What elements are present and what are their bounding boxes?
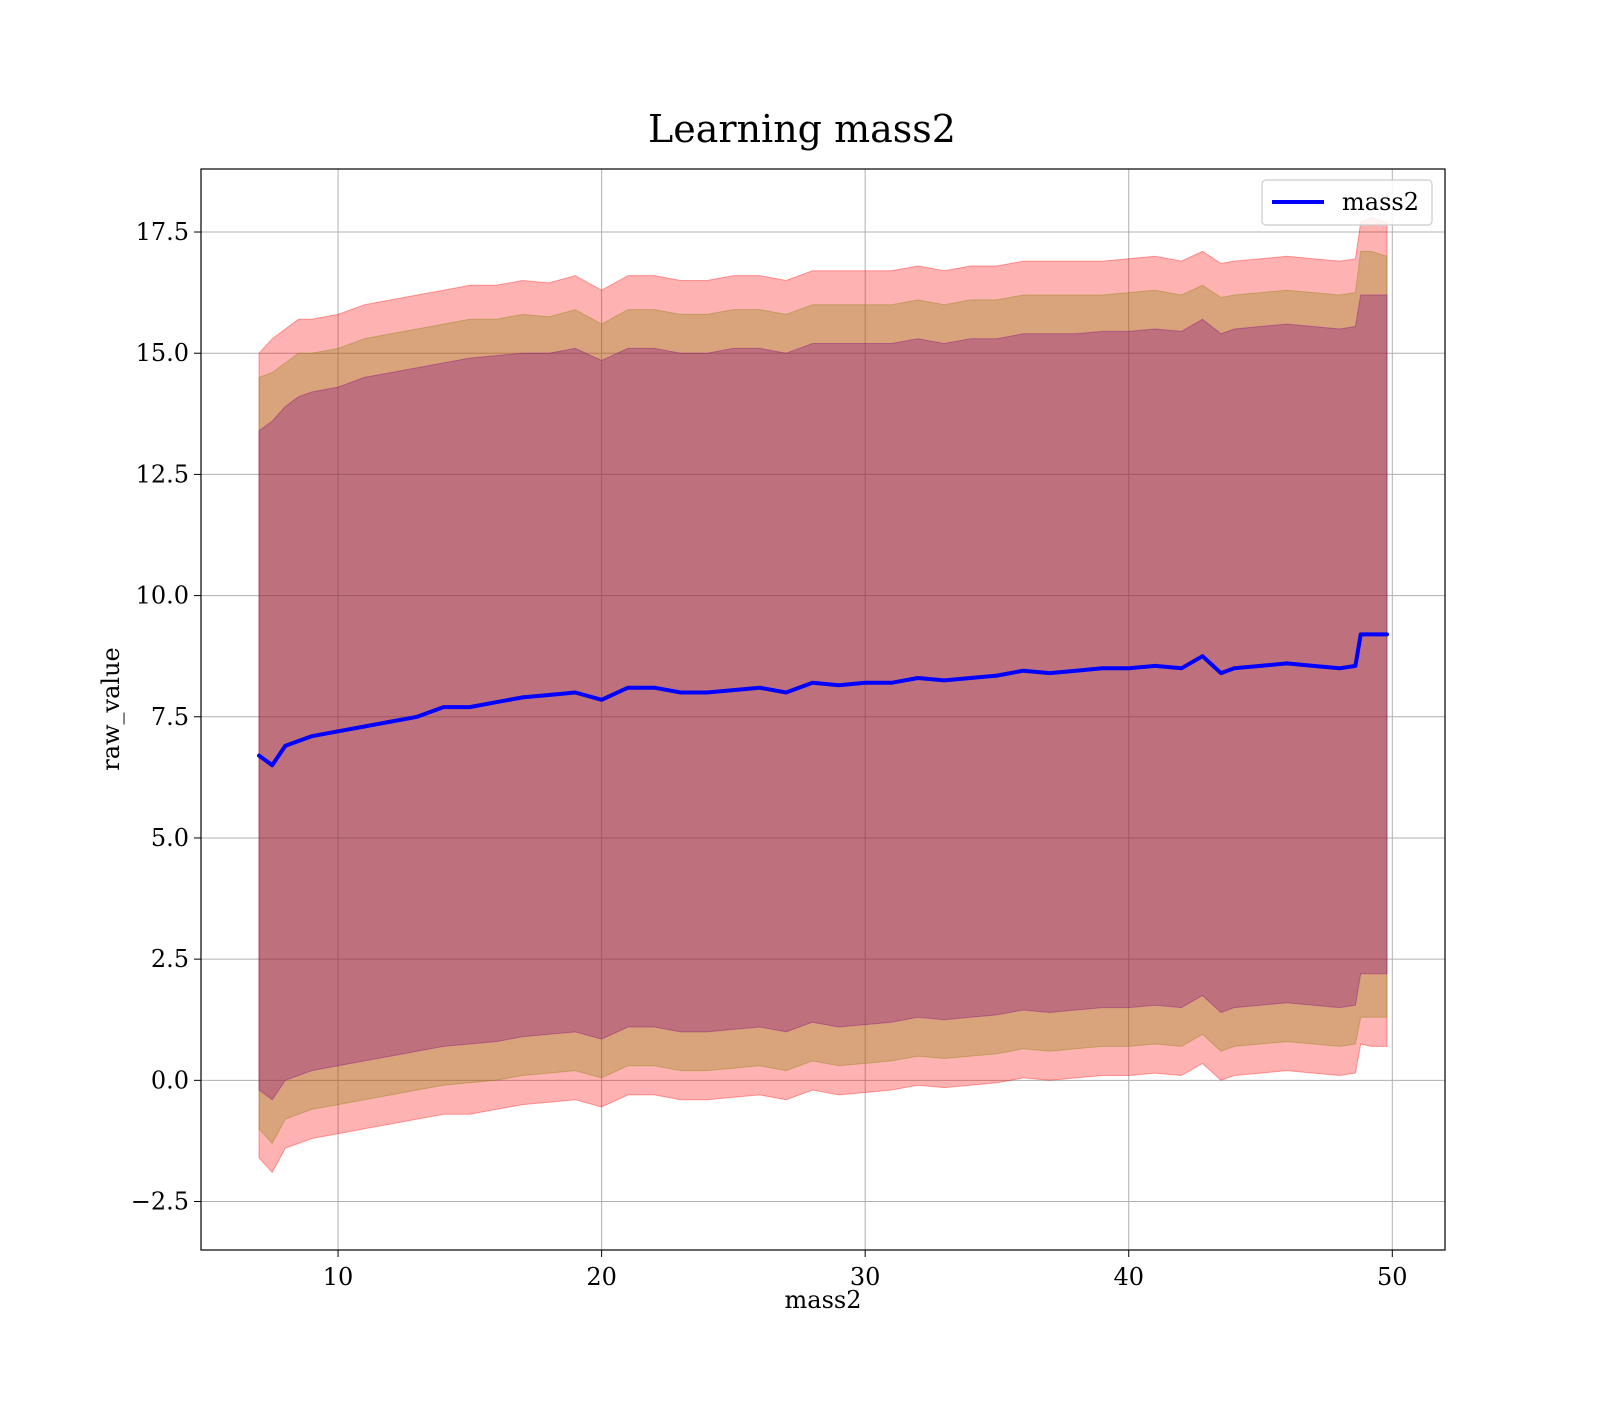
confidence-band-1: [258, 250, 1388, 1145]
y-tick-label: 15.0: [136, 339, 189, 367]
grid-lines: [201, 169, 1445, 1250]
legend-box: [1261, 179, 1433, 226]
y-tick-label: 12.5: [136, 460, 189, 488]
chart-title: Learning mass2: [648, 107, 956, 151]
y-tick-label: 10.0: [136, 582, 189, 610]
confidence-band-2: [258, 294, 1388, 1101]
series-line-mass2: [257, 632, 1389, 768]
x-axis-label: mass2: [785, 1286, 862, 1314]
y-tick-label: 2.5: [151, 945, 189, 973]
confidence-band-0: [258, 216, 1388, 1174]
y-tick-label: 17.5: [136, 218, 189, 246]
y-tick-label: 5.0: [151, 824, 189, 852]
y-tick-label: 0.0: [151, 1066, 189, 1094]
x-axis-ticks: 10 20 30 40 50: [323, 1250, 1408, 1291]
x-tick-label: 50: [1377, 1263, 1408, 1291]
legend-label-mass2: mass2: [1342, 188, 1419, 216]
legend: mass2: [1261, 179, 1433, 226]
x-tick-label: 20: [586, 1263, 617, 1291]
y-tick-label: −2.5: [131, 1188, 189, 1216]
series-lines: [257, 632, 1389, 768]
x-tick-label: 10: [323, 1263, 354, 1291]
plot-frame: [200, 168, 1446, 1251]
x-tick-label: 30: [850, 1263, 881, 1291]
confidence-bands: [258, 216, 1388, 1174]
y-axis-label: raw_value: [97, 647, 125, 771]
y-tick-label: 7.5: [151, 703, 189, 731]
x-tick-label: 40: [1113, 1263, 1144, 1291]
y-axis-ticks: −2.5 0.0 2.5 5.0 7.5 10.0 12.5 15.0 17.5: [131, 218, 201, 1216]
